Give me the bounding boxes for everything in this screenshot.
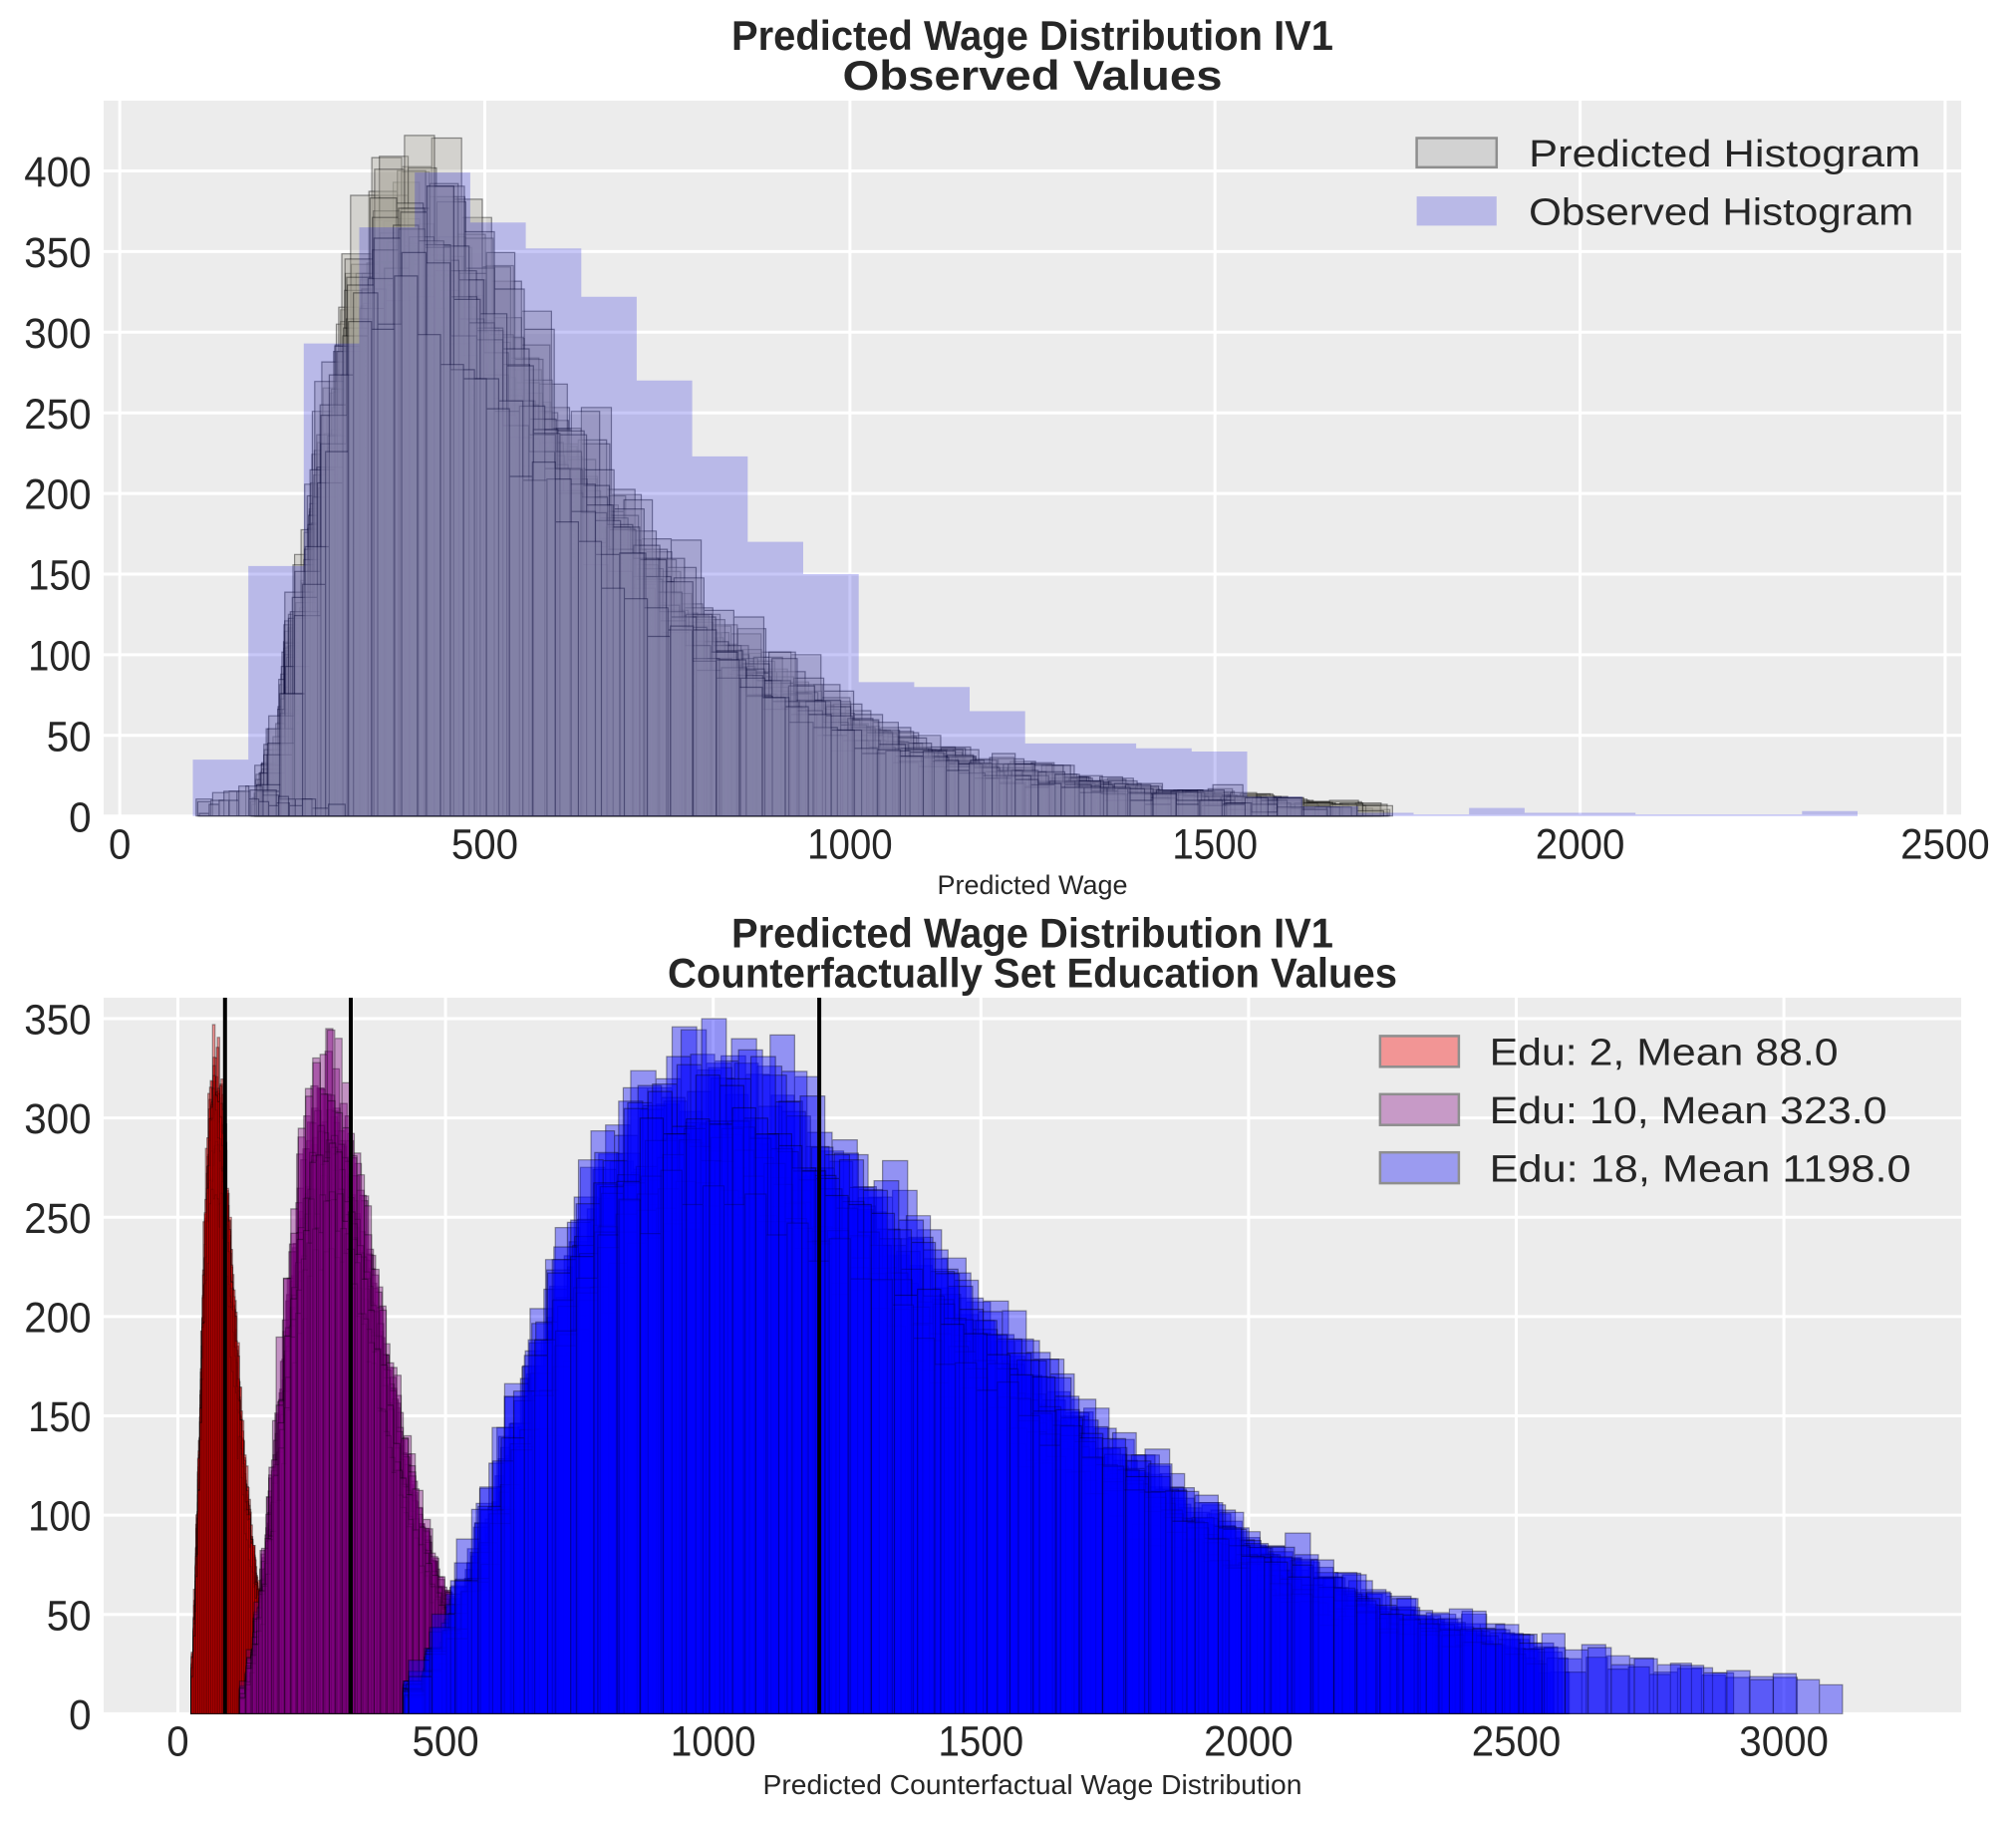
svg-text:Counterfactually Set Education: Counterfactually Set Education Values [668, 949, 1397, 996]
svg-text:3000: 3000 [1739, 1717, 1829, 1765]
svg-text:50: 50 [47, 713, 92, 760]
svg-text:0: 0 [69, 793, 91, 841]
svg-text:0: 0 [166, 1717, 188, 1765]
svg-text:Edu: 18, Mean 1198.0: Edu: 18, Mean 1198.0 [1490, 1148, 1911, 1190]
svg-text:100: 100 [28, 633, 91, 681]
svg-text:400: 400 [24, 149, 91, 196]
svg-text:500: 500 [413, 1717, 479, 1765]
svg-text:Predicted Wage Distribution IV: Predicted Wage Distribution IV1 [731, 909, 1333, 956]
svg-text:100: 100 [28, 1493, 91, 1541]
svg-text:200: 200 [24, 1295, 91, 1343]
svg-text:500: 500 [451, 820, 518, 868]
svg-text:Observed Histogram: Observed Histogram [1529, 192, 1913, 234]
svg-text:Observed Values: Observed Values [843, 52, 1223, 99]
svg-text:Predicted Wage: Predicted Wage [937, 870, 1127, 900]
svg-text:150: 150 [28, 1393, 91, 1441]
svg-text:1500: 1500 [939, 1717, 1024, 1765]
svg-text:0: 0 [109, 820, 131, 868]
svg-text:250: 250 [24, 1195, 91, 1243]
svg-text:150: 150 [28, 552, 91, 600]
svg-text:Edu: 10, Mean 323.0: Edu: 10, Mean 323.0 [1490, 1090, 1887, 1132]
svg-text:300: 300 [24, 1095, 91, 1143]
svg-text:Predicted Wage Distribution IV: Predicted Wage Distribution IV1 [731, 12, 1333, 59]
svg-text:1000: 1000 [671, 1717, 756, 1765]
svg-text:250: 250 [24, 391, 91, 439]
svg-text:Predicted Counterfactual Wage: Predicted Counterfactual Wage Distributi… [763, 1769, 1302, 1800]
svg-text:300: 300 [24, 310, 91, 358]
svg-text:2000: 2000 [1204, 1717, 1294, 1765]
svg-text:2000: 2000 [1536, 820, 1625, 868]
svg-text:2500: 2500 [1472, 1717, 1562, 1765]
svg-text:Edu: 2, Mean 88.0: Edu: 2, Mean 88.0 [1490, 1033, 1839, 1074]
svg-text:200: 200 [24, 471, 91, 519]
svg-text:1500: 1500 [1172, 820, 1258, 868]
svg-text:50: 50 [47, 1592, 92, 1640]
svg-text:1000: 1000 [807, 820, 893, 868]
svg-text:Predicted Histogram: Predicted Histogram [1529, 134, 1920, 175]
svg-text:0: 0 [69, 1691, 91, 1739]
svg-text:2500: 2500 [1900, 820, 1990, 868]
svg-text:350: 350 [24, 997, 91, 1045]
svg-text:350: 350 [24, 229, 91, 277]
